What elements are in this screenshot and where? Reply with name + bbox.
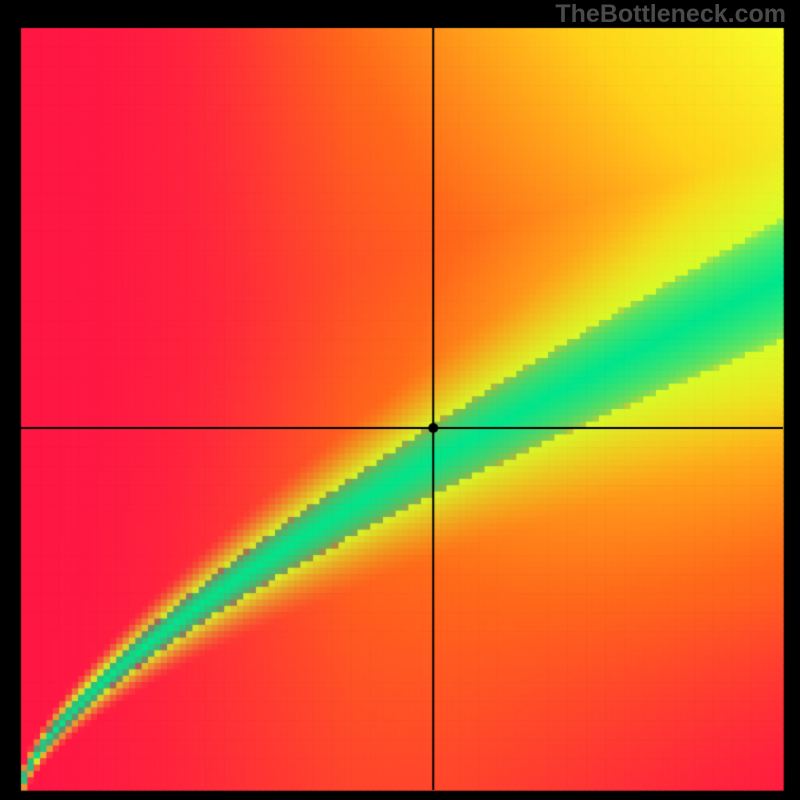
heatmap-canvas [0,0,800,800]
chart-container: TheBottleneck.com [0,0,800,800]
watermark-text: TheBottleneck.com [555,0,786,29]
